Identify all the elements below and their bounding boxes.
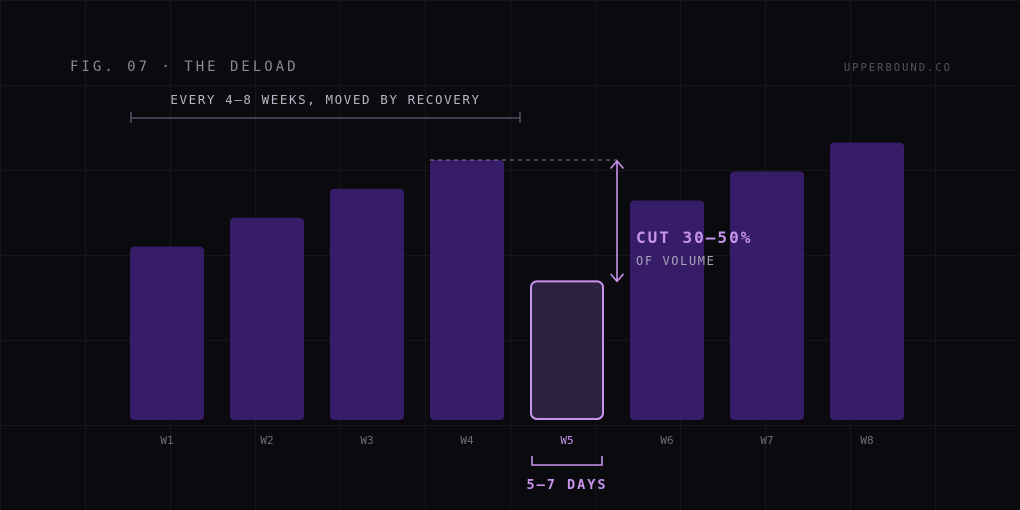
tick-label: W6 bbox=[660, 434, 673, 447]
tick-label: W3 bbox=[360, 434, 373, 447]
bar-w5-deload bbox=[530, 280, 604, 421]
bars-group bbox=[130, 142, 904, 421]
tick-label: W2 bbox=[260, 434, 273, 447]
cut-callout-subtitle: OF VOLUME bbox=[636, 254, 716, 268]
bar-w4 bbox=[430, 160, 504, 420]
annotations-group bbox=[130, 112, 624, 466]
tick-label: W7 bbox=[760, 434, 773, 447]
duration-label: 5–7 DAYS bbox=[526, 477, 608, 493]
cut-arrow-head-down bbox=[610, 273, 624, 283]
bar-w2 bbox=[230, 217, 304, 420]
bar-w8 bbox=[830, 142, 904, 420]
frequency-bracket bbox=[130, 112, 521, 123]
tick-label: W4 bbox=[460, 434, 474, 447]
cut-arrow-head-up bbox=[610, 160, 624, 169]
tick-label: W8 bbox=[860, 434, 873, 447]
frequency-label: EVERY 4–8 WEEKS, MOVED BY RECOVERY bbox=[170, 92, 481, 107]
tick-labels-group: W1 W2 W3 W4 W5 W6 W7 W8 bbox=[160, 434, 873, 447]
tick-label: W5 bbox=[560, 434, 573, 447]
brand-label: UPPERBOUND.CO bbox=[843, 62, 952, 74]
duration-bracket bbox=[531, 456, 603, 466]
bar-w6 bbox=[630, 200, 704, 420]
cut-callout-title: CUT 30–50% bbox=[636, 228, 753, 247]
figure-label: FIG. 07 · THE DELOAD bbox=[70, 59, 299, 75]
bar-w7 bbox=[730, 171, 804, 420]
bar-w3 bbox=[330, 188, 404, 420]
bar-w1 bbox=[130, 246, 204, 420]
tick-label: W1 bbox=[160, 434, 173, 447]
